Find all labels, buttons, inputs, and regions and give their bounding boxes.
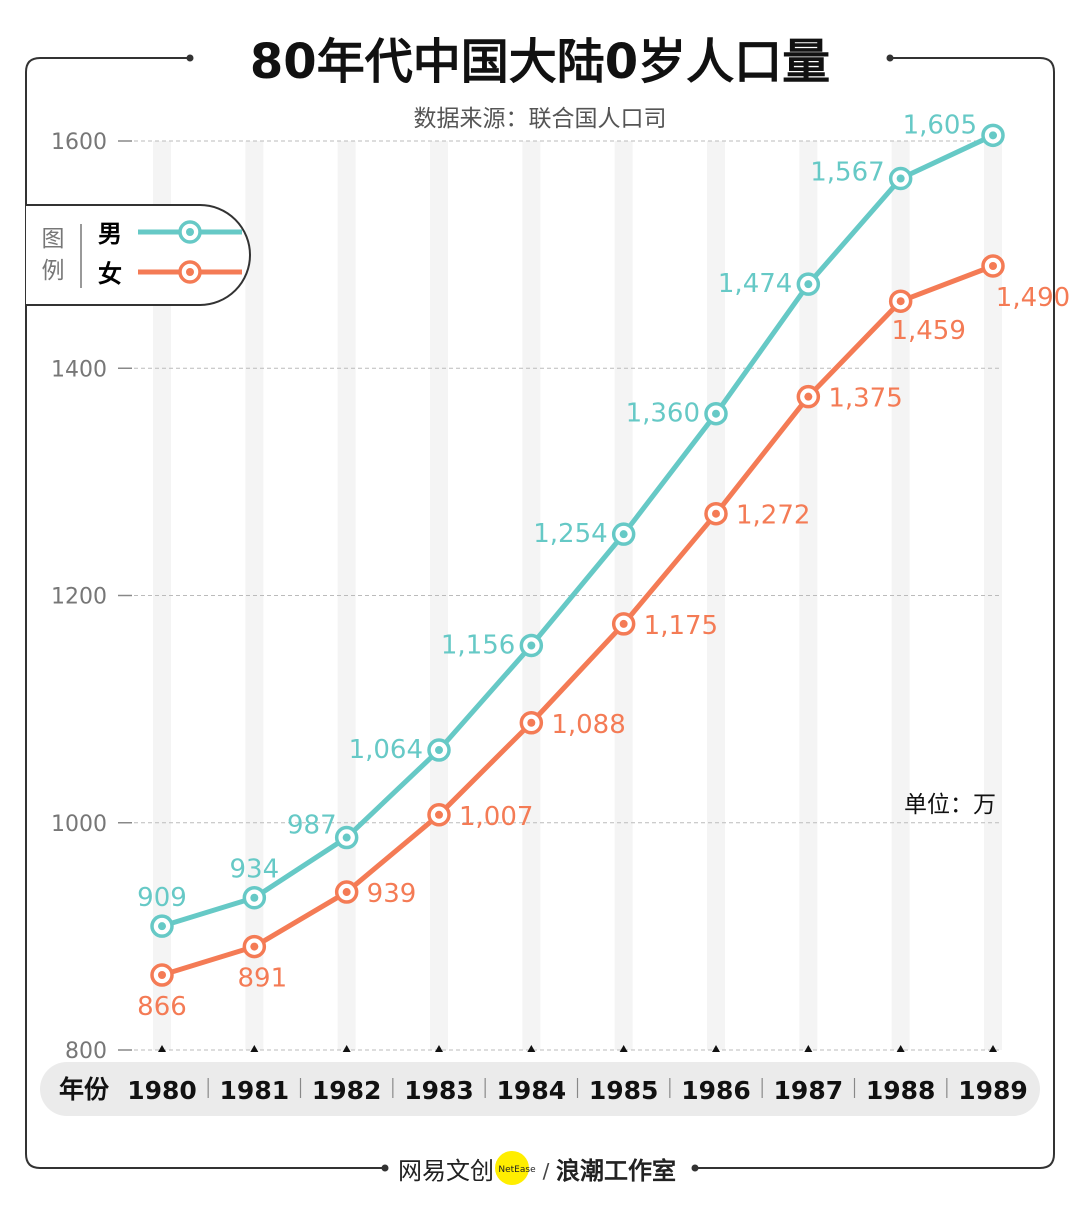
footer-brand-left: 网易文创: [398, 1157, 494, 1185]
footer: 网易文创 NetEase / 浪潮工作室: [398, 1151, 676, 1185]
chart-subtitle: 数据来源：联合国人口司: [414, 106, 667, 132]
data-point-center: [989, 261, 997, 270]
x-tick-label: 1986: [681, 1076, 751, 1105]
data-label: 1,088: [551, 710, 625, 740]
data-label: 1,156: [441, 630, 515, 660]
data-point-center: [804, 392, 813, 401]
x-tick-marker: [342, 1045, 351, 1052]
data-point-center: [527, 718, 536, 727]
y-tick-label: 1400: [51, 357, 107, 382]
data-label: 1,175: [644, 611, 718, 641]
data-label: 1,254: [533, 519, 607, 549]
data-label: 891: [238, 964, 288, 994]
legend-title-1: 图: [42, 226, 65, 252]
data-point-center: [158, 922, 166, 931]
data-point-center: [342, 833, 351, 842]
data-label: 1,375: [828, 384, 902, 414]
data-point-center: [435, 746, 443, 755]
x-tick-label: 1981: [220, 1076, 290, 1105]
data-point-center: [896, 297, 905, 306]
data-label: 1,567: [810, 157, 884, 187]
legend-title-2: 例: [42, 258, 65, 284]
data-label: 1,490: [996, 283, 1070, 313]
data-point-center: [712, 509, 720, 518]
x-tick-label: 1989: [958, 1076, 1028, 1105]
x-axis-label: 年份: [59, 1075, 109, 1104]
x-tick-label: 1985: [589, 1076, 659, 1105]
x-tick-marker: [250, 1045, 259, 1052]
data-point-center: [896, 174, 905, 183]
x-tick-marker: [804, 1045, 813, 1052]
data-point-center: [619, 619, 628, 628]
data-label: 987: [287, 811, 337, 841]
data-label: 1,064: [349, 735, 423, 765]
x-axis-bar: [40, 1062, 1040, 1116]
data-label: 934: [230, 855, 280, 885]
data-label: 1,007: [459, 802, 533, 832]
data-point-center: [250, 893, 259, 902]
x-tick-marker: [989, 1045, 997, 1052]
data-point-center: [989, 131, 997, 140]
data-point-center: [435, 810, 443, 819]
series-line-female: [161, 263, 994, 978]
footer-brand-right: 浪潮工作室: [556, 1157, 676, 1185]
data-label: 866: [137, 992, 187, 1022]
data-label: 909: [137, 883, 187, 913]
y-tick-label: 800: [65, 1039, 107, 1064]
y-tick-label: 1200: [51, 585, 107, 610]
x-tick-label: 1983: [404, 1076, 474, 1105]
data-point-center: [158, 971, 166, 980]
footer-separator: /: [543, 1159, 550, 1183]
x-tick-marker: [527, 1045, 536, 1052]
data-label: 939: [367, 879, 417, 909]
x-tick-marker: [158, 1045, 166, 1052]
legend-label-male: 男: [98, 220, 122, 248]
data-point-center: [712, 409, 720, 418]
chart-title: 80年代中国大陆0岁人口量: [250, 34, 830, 90]
data-point-center: [804, 280, 813, 289]
footer-badge-text: NetEase: [498, 1165, 536, 1175]
data-point-center: [619, 530, 628, 539]
y-tick-label: 1000: [51, 812, 107, 837]
data-label: 1,360: [626, 399, 700, 429]
x-tick-label: 1987: [774, 1076, 844, 1105]
x-tick-label: 1988: [866, 1076, 936, 1105]
x-tick-marker: [896, 1045, 905, 1052]
legend-marker-center: [186, 268, 194, 276]
data-point-center: [527, 641, 536, 650]
x-tick-marker: [435, 1045, 443, 1052]
x-tick-label: 1982: [312, 1076, 382, 1105]
data-point-center: [250, 942, 259, 951]
x-tick-marker: [712, 1045, 720, 1052]
x-tick-label: 1980: [127, 1076, 197, 1105]
data-label: 1,474: [718, 269, 792, 299]
netease-badge: [495, 1151, 529, 1185]
data-label: 1,272: [736, 501, 810, 531]
column-band: [522, 141, 541, 1050]
x-tick-label: 1984: [497, 1076, 567, 1105]
chart-frame: [25, 54, 1055, 1172]
data-label: 1,459: [891, 316, 965, 346]
y-tick-label: 1600: [51, 130, 107, 155]
x-tick-marker: [619, 1045, 628, 1052]
legend-marker-center: [186, 228, 194, 236]
data-point-center: [342, 888, 351, 897]
legend-label-female: 女: [98, 260, 122, 288]
series-line-male: [161, 133, 995, 929]
unit-label: 单位：万: [904, 792, 996, 818]
data-label: 1,605: [903, 110, 977, 140]
legend: 图 例 男 女: [26, 204, 251, 306]
